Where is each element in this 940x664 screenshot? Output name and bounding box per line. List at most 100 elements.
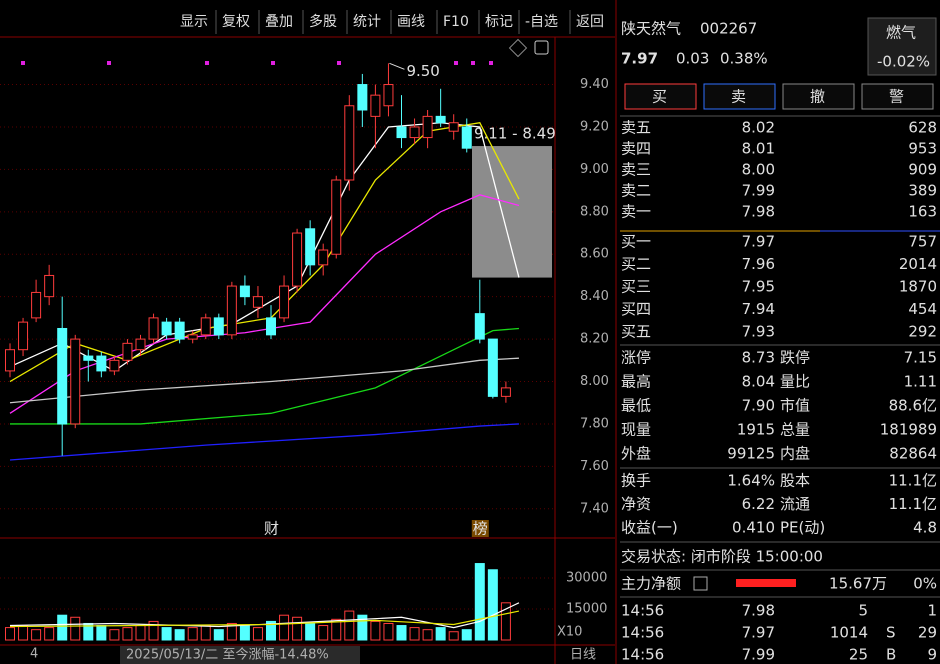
candle-body	[57, 327, 68, 425]
candle-body	[409, 126, 420, 139]
candle-body	[187, 334, 198, 340]
volume-bar	[292, 616, 303, 641]
window-icon[interactable]	[534, 40, 549, 55]
stat-value: 8.04	[742, 373, 775, 391]
book-volume: 163	[908, 203, 937, 221]
y-tick-label: 7.40	[580, 501, 609, 516]
candle-body	[252, 296, 263, 308]
volume-bar	[305, 622, 316, 641]
toolbar-button[interactable]: -自选	[525, 14, 558, 30]
action-label[interactable]: 警	[889, 88, 904, 106]
toolbar-button[interactable]: 显示	[180, 14, 208, 30]
event-marker[interactable]: 财	[264, 520, 279, 538]
candle-body	[148, 317, 159, 340]
volume-bar	[383, 622, 394, 641]
book-label: 买四	[621, 300, 651, 318]
toolbar-button[interactable]: 标记	[485, 14, 513, 30]
volume-bar	[57, 614, 68, 641]
stat-value: 7.90	[742, 397, 775, 415]
book-price: 7.98	[742, 203, 775, 221]
candle-body	[331, 179, 342, 255]
stat-label: 涨停	[621, 349, 651, 367]
candle-body	[239, 285, 250, 298]
toolbar-button[interactable]: F10	[443, 14, 469, 30]
volume-bar	[279, 614, 290, 641]
trade-volume: 1014	[830, 624, 868, 642]
diamond-icon[interactable]	[508, 38, 528, 58]
volume-bar	[122, 627, 133, 641]
book-label: 买三	[621, 278, 651, 296]
trade-time: 14:56	[621, 624, 664, 642]
candle-body	[135, 338, 146, 351]
book-label: 买一	[621, 233, 651, 251]
candle-body	[500, 387, 511, 397]
flow-icon[interactable]	[693, 576, 708, 591]
stat-label: 换手	[621, 472, 651, 490]
toolbar-button[interactable]: 统计	[353, 14, 381, 30]
candle-body	[44, 274, 55, 298]
book-label: 卖二	[621, 182, 651, 200]
action-button[interactable]	[861, 83, 934, 110]
action-button[interactable]	[624, 83, 697, 110]
book-label: 买五	[621, 323, 651, 341]
action-button[interactable]	[782, 83, 855, 110]
stat-label: 内盘	[780, 445, 810, 463]
candle-body	[474, 313, 485, 340]
book-volume: 757	[908, 233, 937, 251]
toolbar-button[interactable]: 叠加	[265, 14, 293, 30]
volume-bar	[487, 569, 498, 641]
stat-label: 市值	[780, 397, 810, 415]
book-volume: 389	[908, 182, 937, 200]
change: 0.03	[676, 50, 709, 68]
volume-bar	[31, 629, 42, 641]
trade-flag: B	[886, 646, 896, 664]
y-tick-label: 9.00	[580, 162, 609, 177]
toolbar-button[interactable]: 返回	[576, 14, 604, 30]
volume-bar	[70, 616, 81, 641]
toolbar-button[interactable]: 多股	[309, 13, 337, 30]
footer-left: 4	[30, 647, 38, 662]
period[interactable]: 日线	[570, 648, 596, 663]
stat-label: 量比	[780, 373, 810, 391]
candle-body	[461, 126, 472, 149]
stat-value: 8.73	[742, 349, 775, 367]
stat-value: 6.22	[742, 495, 775, 513]
candle-body	[31, 291, 42, 319]
candle-body	[70, 338, 81, 425]
book-label: 卖一	[621, 203, 651, 221]
book-volume: 2014	[899, 255, 937, 273]
action-label[interactable]: 卖	[731, 88, 746, 106]
stat-label: 总量	[780, 421, 810, 439]
candle-body	[174, 321, 185, 340]
event-marker[interactable]: 榜	[473, 520, 488, 538]
footer-date-bg	[120, 646, 360, 664]
sector-box[interactable]	[867, 17, 937, 76]
candle-body	[109, 359, 120, 372]
book-volume: 909	[908, 161, 937, 179]
range-box	[472, 146, 552, 278]
action-label[interactable]: 买	[652, 88, 667, 106]
footer-date: 2025/05/13/二 至今涨幅-14.48%	[126, 647, 329, 663]
change-pct: 0.38%	[720, 50, 768, 68]
book-price: 7.94	[742, 300, 775, 318]
volume-bar	[239, 625, 250, 641]
candle-body	[226, 285, 237, 336]
book-price: 8.00	[742, 161, 775, 179]
stat-value: 1.64%	[727, 472, 775, 490]
volume-bar	[344, 610, 355, 641]
candle-body	[396, 126, 407, 139]
flow-pct: 0%	[913, 575, 937, 593]
trade-flag: S	[886, 624, 896, 642]
moving-average	[10, 327, 520, 425]
candle-body	[161, 321, 172, 336]
trade-count: 9	[927, 646, 937, 664]
action-label[interactable]: 撤	[810, 88, 825, 106]
toolbar-button[interactable]: 复权	[222, 13, 250, 30]
trade-price: 7.97	[742, 624, 775, 642]
candle-body	[5, 349, 15, 372]
toolbar-button[interactable]: 画线	[397, 14, 425, 30]
sector[interactable]: 燃气	[886, 24, 916, 42]
action-button[interactable]	[703, 83, 776, 110]
